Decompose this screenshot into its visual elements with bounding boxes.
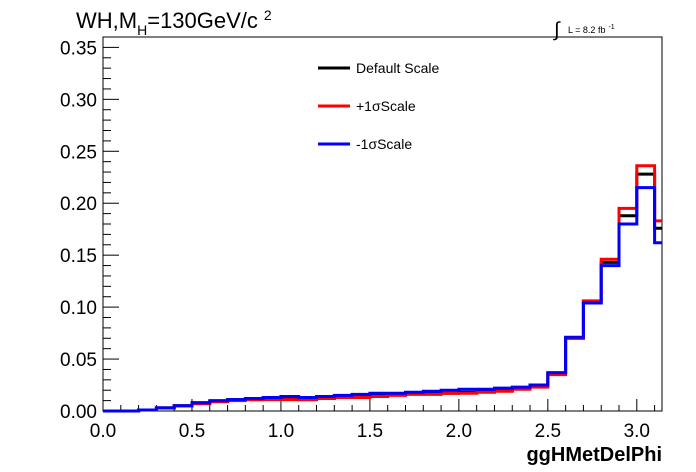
legend-entry: +1σScale — [356, 98, 416, 114]
series-lines — [103, 164, 662, 413]
y-tick-label: 0.10 — [60, 298, 97, 319]
plot-frame — [102, 36, 663, 412]
legend: Default Scale +1σScale -1σScale — [318, 60, 439, 152]
series-line-2 — [103, 186, 662, 413]
y-tick-label: 0.00 — [60, 402, 97, 423]
y-tick-labels: 0.00 0.05 0.10 0.15 0.20 0.25 0.30 0.35 — [60, 38, 97, 423]
y-tick-label: 0.25 — [60, 142, 97, 163]
y-tick-label: 0.15 — [60, 246, 97, 267]
x-tick-label: 2.0 — [446, 421, 472, 442]
x-axis-label: ggHMetDelPhi — [526, 444, 662, 466]
chart-title: WH,MH=130GeV/c 2 — [76, 7, 272, 38]
x-tick-label: 1.0 — [268, 421, 294, 442]
y-tick-label: 0.30 — [60, 90, 97, 111]
y-tick-label: 0.35 — [60, 38, 97, 59]
luminosity-label: L = 8.2 fb -1 — [568, 24, 615, 35]
x-tick-label: 3.0 — [624, 421, 650, 442]
axis-ticks — [102, 36, 656, 412]
y-tick-label: 0.05 — [60, 350, 97, 371]
x-tick-label: 1.5 — [357, 421, 383, 442]
integral-symbol: ∫ — [553, 19, 561, 41]
x-tick-label: 0.5 — [179, 421, 205, 442]
legend-entry: Default Scale — [356, 60, 439, 76]
series-line-0 — [103, 172, 662, 413]
x-tick-label: 2.5 — [535, 421, 561, 442]
x-tick-labels: 0.0 0.5 1.0 1.5 2.0 2.5 3.0 — [90, 421, 650, 442]
legend-entry: -1σScale — [356, 136, 412, 152]
series-line-1 — [103, 164, 662, 413]
y-tick-label: 0.20 — [60, 194, 97, 215]
x-tick-label: 0.0 — [90, 421, 116, 442]
